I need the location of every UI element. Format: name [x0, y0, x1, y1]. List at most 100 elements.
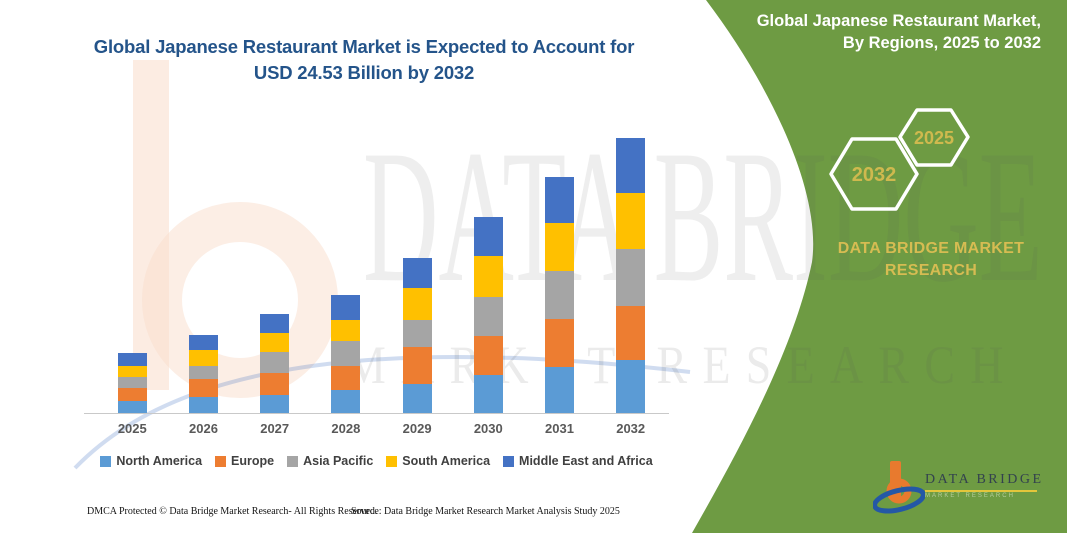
legend-swatch-south-america: [386, 455, 398, 467]
legend-swatch-europe: [215, 455, 227, 467]
bar-2031: [545, 176, 574, 414]
chart-title: Global Japanese Restaurant Market is Exp…: [58, 34, 670, 85]
bar-2032-segment-south-america: [616, 192, 646, 249]
bar-2029: [402, 257, 432, 414]
bar-2030-segment-asia-pacific: [473, 296, 503, 336]
x-axis-line: [84, 413, 669, 414]
bar-2025-segment-south-america: [117, 365, 147, 377]
year-hexagons: 2032 2025: [829, 108, 970, 211]
bar-2026-segment-europe: [189, 379, 218, 397]
bar-2028-segment-asia-pacific: [331, 341, 361, 366]
bar-2028: [331, 294, 361, 414]
bar-2027-segment-middle-east-and-africa: [260, 313, 290, 333]
bar-2029-segment-south-america: [402, 287, 432, 320]
bar-2027-segment-south-america: [260, 332, 290, 352]
x-label-2027: 2027: [260, 421, 290, 436]
bar-2032-segment-asia-pacific: [616, 248, 646, 306]
bar-2027-segment-north-america: [260, 395, 290, 414]
legend-swatch-north-america: [100, 455, 112, 467]
bar-2031-segment-south-america: [545, 222, 574, 271]
panel-heading-line1: Global Japanese Restaurant Market,: [756, 12, 1041, 30]
bar-2026-segment-asia-pacific: [189, 365, 218, 379]
panel-heading: Global Japanese Restaurant Market, By Re…: [711, 10, 1041, 55]
bar-2031-segment-north-america: [545, 366, 574, 414]
x-label-2029: 2029: [402, 421, 432, 436]
chart-title-line1: Global Japanese Restaurant Market is Exp…: [93, 36, 635, 57]
bar-2025-segment-north-america: [117, 400, 147, 414]
hexagon-2025: 2025: [898, 108, 970, 167]
bar-2029-segment-asia-pacific: [402, 319, 432, 347]
watermark-text-market-research: MARKET RESEARCH: [345, 335, 1019, 395]
bar-2025-segment-europe: [117, 387, 147, 401]
chart-title-line2: USD 24.53 Billion by 2032: [253, 61, 475, 83]
brand-text-line2: RESEARCH: [884, 261, 978, 279]
bar-2028-segment-north-america: [331, 390, 361, 414]
legend-swatch-middle-east-and-africa: [503, 455, 515, 467]
x-label-2026: 2026: [189, 421, 218, 436]
hexagon-2032-label: 2032: [852, 164, 897, 186]
bar-2028-segment-middle-east-and-africa: [331, 294, 361, 320]
bar-2030-segment-europe: [473, 335, 503, 375]
bar-2030-segment-middle-east-and-africa: [473, 216, 503, 256]
bar-2032-segment-europe: [616, 306, 646, 360]
panel-heading-line2: By Regions, 2025 to 2032: [842, 34, 1041, 53]
bar-2027: [260, 313, 290, 414]
bar-2026: [189, 334, 218, 414]
bar-2029-segment-middle-east-and-africa: [402, 257, 432, 288]
bar-2032-segment-north-america: [616, 360, 646, 414]
brand-text-line1: DATA BRIDGE MARKET: [837, 240, 1025, 257]
bar-2027-segment-europe: [260, 372, 290, 395]
bar-2025-segment-asia-pacific: [117, 376, 147, 388]
legend-item-south-america: South America: [386, 454, 490, 468]
legend-label-asia-pacific: Asia Pacific: [303, 454, 374, 468]
plot-area: [85, 120, 668, 414]
footer-dmca-text: DMCA Protected © Data Bridge Market Rese…: [87, 506, 378, 517]
legend-item-europe: Europe: [215, 454, 274, 468]
bar-2030: [473, 216, 503, 414]
bar-2032-segment-middle-east-and-africa: [616, 137, 646, 193]
legend-label-south-america: South America: [402, 454, 491, 468]
bar-2029-segment-europe: [402, 346, 432, 384]
legend-swatch-asia-pacific: [287, 455, 299, 467]
data-bridge-logo-icon: [873, 461, 925, 514]
bar-2031-segment-europe: [545, 318, 574, 367]
hexagon-2032: 2032: [829, 137, 919, 211]
hexagon-2025-label: 2025: [914, 128, 954, 148]
x-label-2030: 2030: [473, 421, 503, 436]
bar-2031-segment-asia-pacific: [545, 270, 574, 319]
logo-name-text: DATA BRIDGE: [925, 472, 1044, 487]
data-bridge-logo: DATA BRIDGE MARKET RESEARCH: [873, 456, 1048, 514]
x-label-2031: 2031: [545, 421, 574, 436]
logo-rule: [925, 490, 1037, 492]
bar-2029-segment-north-america: [402, 383, 432, 414]
bar-2032: [616, 137, 646, 414]
bar-2030-segment-south-america: [473, 255, 503, 297]
chart-legend: North America Europe Asia Pacific South Ame…: [85, 454, 668, 468]
bar-2031-segment-middle-east-and-africa: [545, 176, 574, 223]
logo-subtext: MARKET RESEARCH: [925, 493, 1015, 499]
x-label-2032: 2032: [616, 421, 646, 436]
legend-label-middle-east-and-africa: Middle East and Africa: [519, 454, 653, 468]
bar-2025-segment-middle-east-and-africa: [117, 352, 147, 366]
bar-2027-segment-asia-pacific: [260, 351, 290, 373]
bar-2026-segment-south-america: [189, 349, 218, 366]
footer-source-text: Source: Data Bridge Market Research Mark…: [351, 506, 620, 517]
bar-2026-segment-north-america: [189, 397, 218, 414]
data-bridge-logo-wordmark: DATA BRIDGE MARKET RESEARCH: [925, 472, 1044, 514]
brand-text: DATA BRIDGE MARKET RESEARCH: [796, 238, 1066, 281]
legend-item-north-america: North America: [100, 454, 202, 468]
bar-2028-segment-europe: [331, 366, 361, 390]
legend-item-middle-east-and-africa: Middle East and Africa: [503, 454, 653, 468]
x-label-2025: 2025: [117, 421, 147, 436]
bar-2025: [117, 352, 147, 414]
legend-label-europe: Europe: [231, 454, 275, 468]
x-axis-labels: 2025 2026 2027 2028 2029 2030 2031 2032: [85, 421, 668, 439]
bar-2028-segment-south-america: [331, 319, 361, 341]
bar-2026-segment-middle-east-and-africa: [189, 334, 218, 350]
legend-item-asia-pacific: Asia Pacific: [287, 454, 373, 468]
legend-label-north-america: North America: [116, 454, 203, 468]
bar-2030-segment-north-america: [473, 374, 503, 414]
x-label-2028: 2028: [331, 421, 361, 436]
